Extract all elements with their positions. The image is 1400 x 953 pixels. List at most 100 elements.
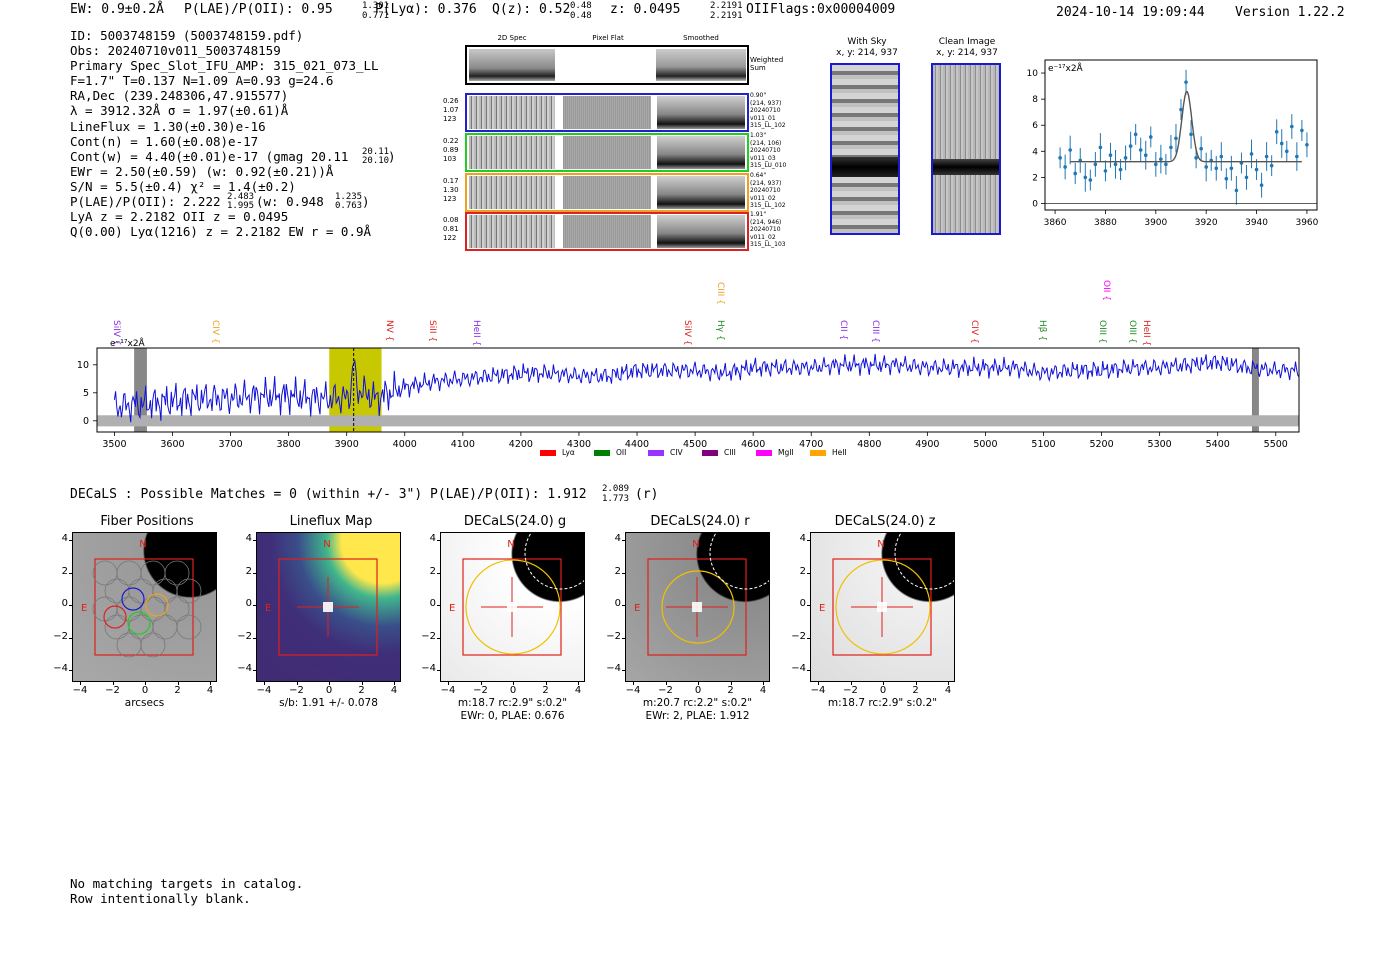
panel-ytick-label: 2 <box>61 565 68 577</box>
clean-image <box>931 63 1001 235</box>
cutout-row-value: 1.30 <box>443 186 459 194</box>
panel-xtick-label: 4 <box>390 685 398 696</box>
zoom-point <box>1199 146 1203 151</box>
panel-xtick <box>80 682 81 685</box>
fiber-circle <box>140 632 166 658</box>
panel-north-label: N <box>692 539 699 550</box>
panel-ytick <box>437 670 440 671</box>
panel-ytick <box>807 605 810 606</box>
cutout-row-value: 103 <box>443 155 457 163</box>
zoom-point <box>1133 132 1138 137</box>
z-value: z: 0.0495 <box>610 2 681 17</box>
legend-label: OII <box>616 448 627 457</box>
spectrum-ytick-label: 5 <box>83 388 89 399</box>
panel-xtick-label: −2 <box>843 685 858 696</box>
panel-ytick-label: 0 <box>245 598 252 609</box>
cutout-pixelflat <box>563 96 651 129</box>
weighted-sum-label: Weighted Sum <box>750 56 784 72</box>
ew-value: EW: 0.9±0.2Å <box>70 2 164 17</box>
legend-label: MgII <box>778 448 794 457</box>
panel-ytick-label: −4 <box>421 663 436 674</box>
panel-xtick <box>545 682 547 685</box>
fiber-circle-red <box>103 605 127 629</box>
plae-lo: 0.771 <box>362 11 390 21</box>
legend-label: CIV <box>670 448 683 457</box>
panel-title: DECaLS(24.0) r <box>650 514 750 529</box>
cutout-row-meta: 315_LU_010 <box>750 162 787 169</box>
fiber-circle <box>164 596 190 622</box>
legend-item: CIV <box>648 448 683 460</box>
cutout-row-meta: 20240710 <box>750 147 781 154</box>
zoom-fit-line <box>1070 90 1302 163</box>
spectrum-ytick-label: 10 <box>77 360 89 371</box>
cutout-row-value: 0.17 <box>443 177 459 185</box>
zoom-point <box>1290 124 1294 129</box>
panel-xtick <box>698 682 699 685</box>
panel-xtick-label: 2 <box>542 685 549 696</box>
spectrum-legend: Lyα OII CIV CIII MgII HeII <box>540 448 880 460</box>
cutout-row-meta: (214, 106) <box>750 139 782 147</box>
plya-value: P(Lyα): 0.376 <box>375 2 477 17</box>
cutout-row-meta: v011_01 <box>750 114 776 122</box>
z-hi: 2.2191 <box>710 1 743 11</box>
cutout-row-left-values: 0.08 0.81 122 <box>443 216 465 243</box>
fiber-circle-orange <box>145 593 169 617</box>
panel-xtick-label: 0 <box>879 685 887 696</box>
panel-ytick <box>253 540 256 541</box>
footer-line1: No matching targets in catalog. <box>70 876 304 891</box>
spectrum-xtick-label: 5200 <box>1089 439 1113 450</box>
panel-match-circle <box>465 559 561 655</box>
panel-xtick-label: −4 <box>440 685 456 696</box>
zoom-point <box>1224 176 1229 181</box>
clean-label: Clean Image <box>938 37 996 47</box>
panel-ytick-label: 0 <box>614 598 621 609</box>
info-q: Q(0.00) Lyα(1216) z = 2.2182 EW r = 0.9Å <box>70 224 372 240</box>
panel-ytick <box>622 637 625 639</box>
zoom-point <box>1234 188 1239 193</box>
info-params: F=1.7" T=0.137 N=1.09 A=0.93 g=24.6 <box>70 73 334 89</box>
zoom-point <box>1169 145 1173 150</box>
clean-title: Clean Image x, y: 214, 937 <box>922 37 1012 59</box>
timestamp: 2024-10-14 19:09:44 <box>1056 5 1205 20</box>
panel-xtick-label: 4 <box>759 685 767 696</box>
panel-east-label: E <box>81 603 87 614</box>
info-ewr: EWr = 2.50(±0.59) (w: 0.92(±0.21))Å <box>70 163 334 179</box>
legend-label: CIII <box>724 448 736 457</box>
legend-swatch <box>810 450 826 456</box>
zoom-point <box>1179 107 1183 112</box>
cutout-2dspec <box>469 96 555 129</box>
cutout-row <box>465 173 749 212</box>
info-sn: S/N = 5.5(±0.4) χ² = 1.4(±0.2) <box>70 178 296 194</box>
panel-xtick <box>361 682 363 685</box>
panel-xtick <box>850 682 852 685</box>
panel-ytick <box>622 572 625 574</box>
panel-xtick-label: 2 <box>727 685 734 696</box>
info-contw-lo: 20.10 <box>362 155 390 166</box>
panel-ytick <box>69 605 72 606</box>
zoom-point <box>1274 129 1279 134</box>
panel-ytick <box>69 637 72 639</box>
zoom-point <box>1113 162 1118 167</box>
zoom-point <box>1259 183 1264 188</box>
spectrum-xtick-label: 4500 <box>683 439 707 450</box>
cutout-2dspec <box>469 176 555 209</box>
zoom-xtick-label: 3860 <box>1044 218 1067 228</box>
panel-subtitle-line1: m:18.7 rc:2.9" s:0.2" <box>457 697 568 709</box>
panel-ytick <box>253 605 256 606</box>
panel-north-label: N <box>877 539 884 550</box>
version: Version 1.22.2 <box>1235 5 1345 20</box>
info-plae2-w-hi: 1.235 <box>335 192 363 203</box>
cutout-2dspec <box>469 215 555 248</box>
fiber-circle-green <box>127 611 151 635</box>
fiber-circle <box>176 614 202 640</box>
panel-ytick <box>807 572 810 574</box>
panel-overlay: NE <box>819 533 954 656</box>
info-plae2-w-lo: 0.763 <box>335 201 363 212</box>
zoom-point <box>1264 154 1269 159</box>
panel-subtitle-line1: m:18.7 rc:2.9" s:0.2" <box>827 697 938 709</box>
spectrum-xtick-label: 3600 <box>160 439 184 450</box>
panel-subtitle-line2: EWr: 0, PLAE: 0.676 <box>460 710 565 722</box>
plae-value: P(LAE)/P(OII): 0.95 <box>184 2 333 17</box>
panel-ytick <box>622 605 625 606</box>
